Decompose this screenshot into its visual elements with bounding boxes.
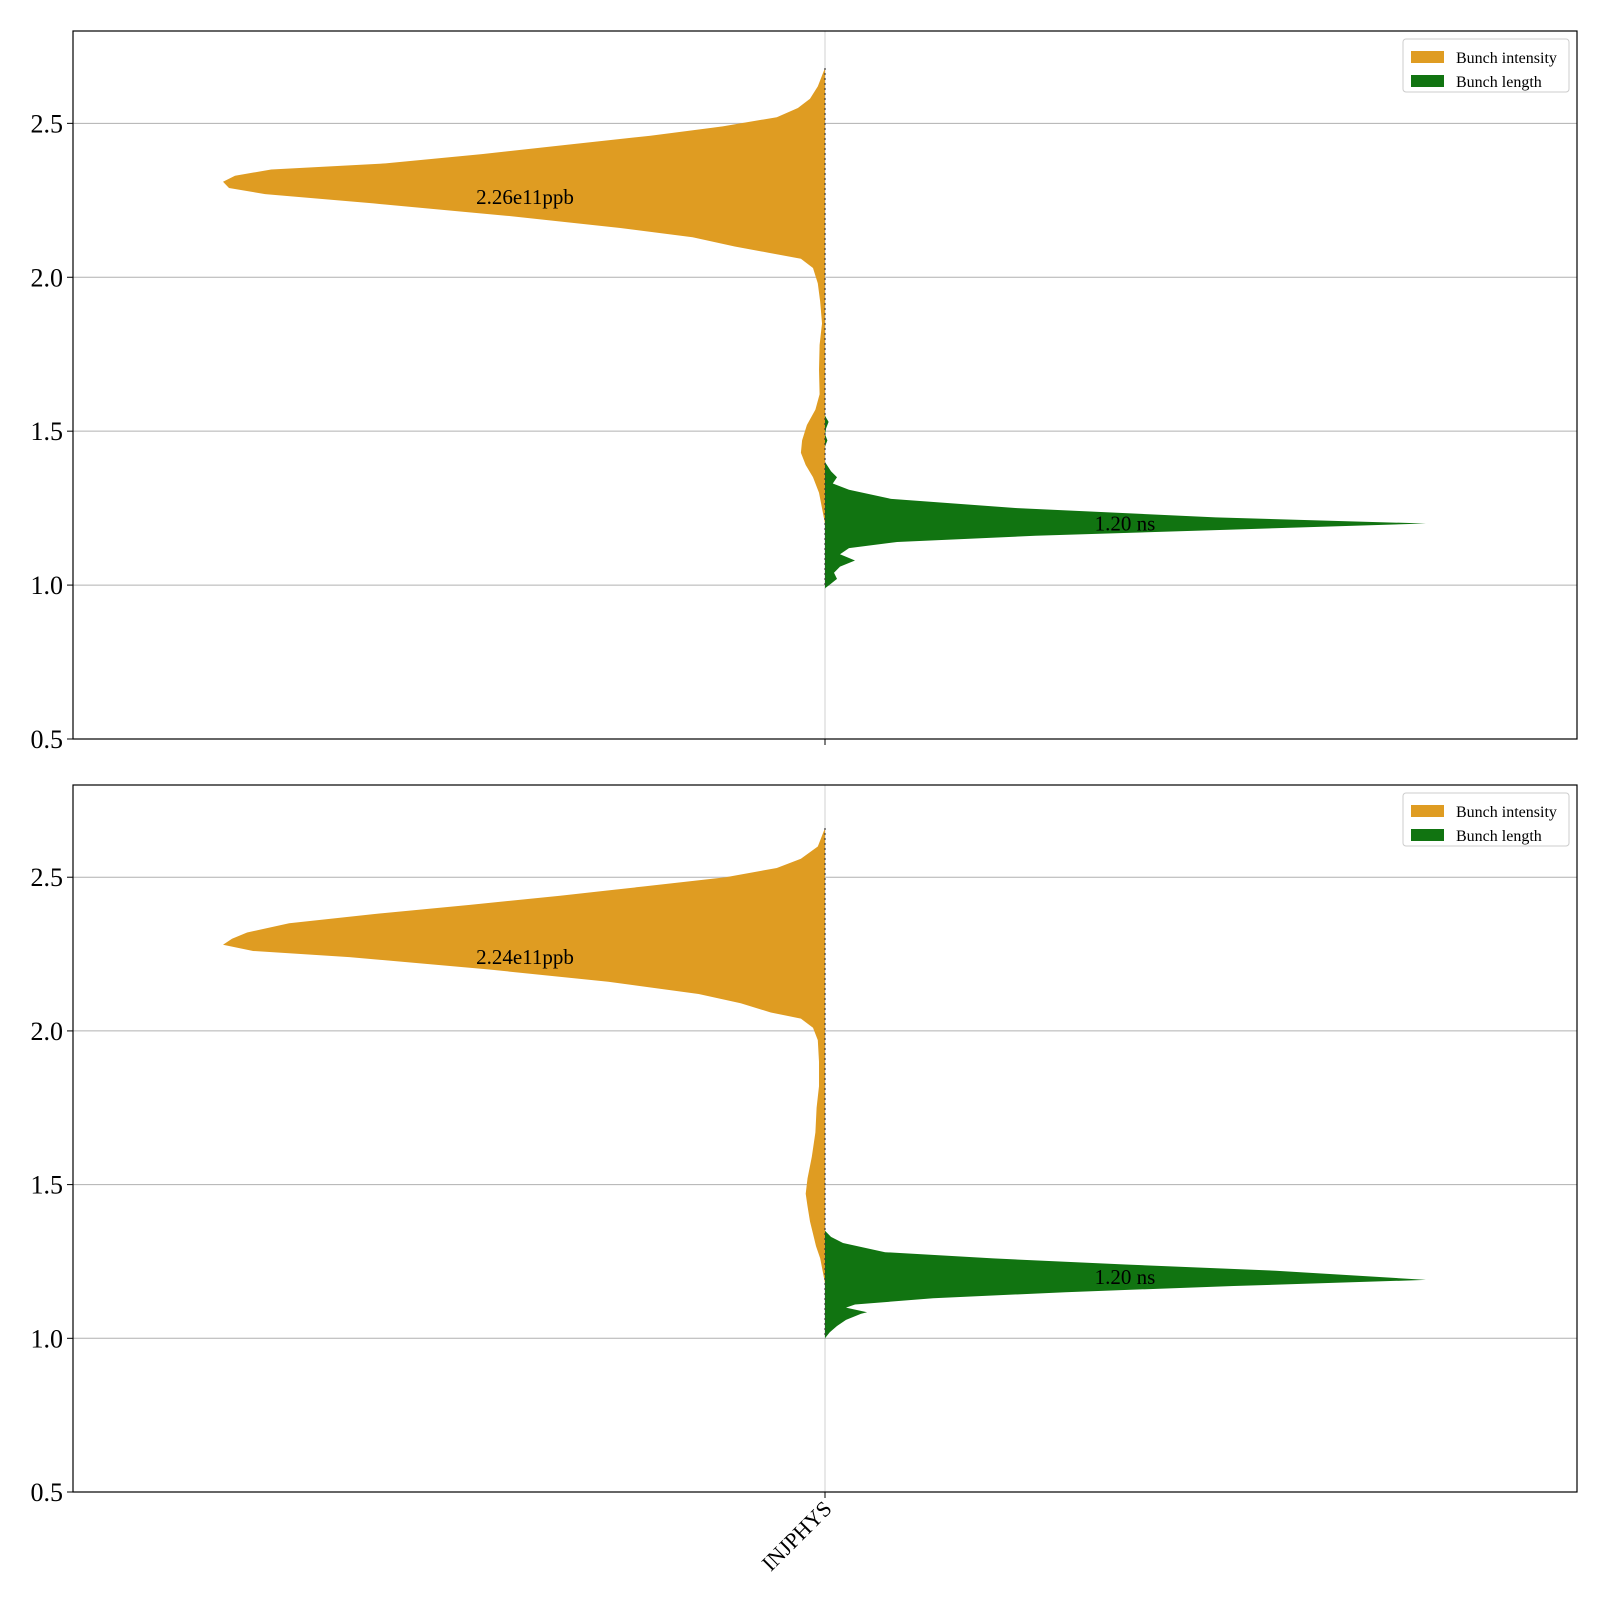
- legend-label: Bunch length: [1456, 828, 1542, 845]
- y-tick-label: 0.5: [31, 725, 64, 754]
- chart-panel-top: 2.26e11ppb 1.20 ns 0.5 1.0 1.5 2.0 2.5 Bunch in…: [31, 30, 1578, 754]
- y-tick-label: 2.0: [31, 263, 64, 292]
- median-annotation: 1.20 ns: [1095, 1265, 1156, 1289]
- y-tick-label: 1.5: [31, 1171, 64, 1200]
- y-tick-label: 1.0: [31, 1324, 64, 1353]
- legend-swatch: [1411, 829, 1444, 841]
- violin-bunch-length: [825, 415, 1426, 589]
- median-annotation: 1.20 ns: [1095, 512, 1156, 536]
- legend-box: [1402, 38, 1570, 93]
- legend-swatch: [1411, 75, 1444, 87]
- violin-bunch-intensity: [223, 828, 825, 1283]
- legend: Bunch intensity Bunch length: [1402, 792, 1570, 847]
- legend-label: Bunch length: [1456, 74, 1542, 91]
- chart-panel-bottom: 2.24e11ppb 1.20 ns 0.5 1.0 1.5 2.0 2.5 INJPHYS B…: [31, 784, 1578, 1576]
- y-tick-label: 2.5: [31, 109, 64, 138]
- violin-bunch-intensity: [223, 67, 825, 524]
- legend-swatch: [1411, 805, 1444, 817]
- median-annotation: 2.24e11ppb: [476, 945, 574, 969]
- y-tick-label: 1.5: [31, 417, 64, 446]
- legend: Bunch intensity Bunch length: [1402, 38, 1570, 93]
- y-tick-label: 2.0: [31, 1017, 64, 1046]
- x-tick-label: INJPHYS: [757, 1496, 837, 1576]
- legend-label: Bunch intensity: [1456, 804, 1557, 821]
- y-tick-label: 2.5: [31, 863, 64, 892]
- legend-box: [1402, 792, 1570, 847]
- legend-label: Bunch intensity: [1456, 50, 1557, 67]
- y-tick-label: 1.0: [31, 571, 64, 600]
- median-annotation: 2.26e11ppb: [476, 185, 574, 209]
- violin-bunch-length: [825, 1230, 1426, 1339]
- legend-swatch: [1411, 51, 1444, 63]
- y-tick-label: 0.5: [31, 1478, 64, 1507]
